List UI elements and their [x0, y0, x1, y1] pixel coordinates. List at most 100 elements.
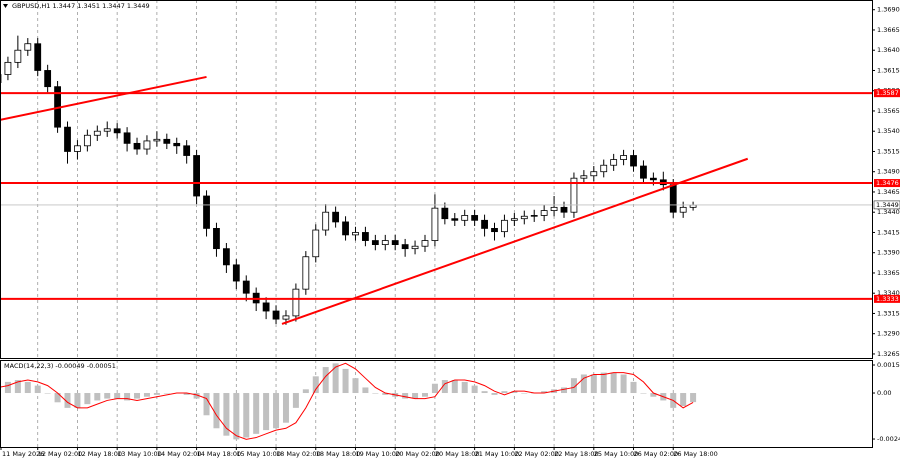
candle-body — [580, 175, 588, 179]
candle-body — [342, 221, 349, 236]
macd-histogram-bar — [312, 376, 319, 394]
candle-body — [640, 165, 647, 179]
candle-body — [362, 232, 369, 241]
y-tick-label: 0.00151 — [877, 361, 900, 369]
candle-body — [451, 218, 459, 221]
candle-body — [183, 145, 191, 156]
macd-histogram-bar — [431, 383, 438, 394]
y-tick-label: 1.3290 — [877, 330, 900, 338]
macd-histogram-bar — [630, 381, 637, 394]
candle-body — [74, 145, 81, 152]
y-tick-label: 1.3265 — [877, 350, 900, 358]
macd-histogram-bar — [332, 363, 339, 394]
candle-body — [213, 228, 220, 250]
macd-histogram-bar — [362, 387, 369, 394]
candle-body — [481, 219, 488, 229]
macd-histogram-bar — [263, 393, 270, 431]
candle-body — [302, 256, 310, 290]
candle-body — [421, 240, 429, 247]
macd-histogram-bar — [243, 393, 250, 438]
macd-pane — [0, 362, 697, 440]
y-tick-label: 1.3565 — [877, 107, 900, 115]
macd-histogram-bar — [541, 391, 548, 394]
macd-histogram-bar — [570, 378, 577, 394]
candle-body — [371, 240, 379, 246]
candle-body — [510, 218, 518, 221]
candle-body — [4, 61, 12, 75]
candle-body — [520, 215, 528, 220]
menu-arrow — [3, 4, 8, 8]
candle-body — [669, 184, 677, 213]
macd-histogram-bar — [402, 393, 409, 399]
candle-body — [173, 142, 181, 147]
macd-histogram-bar — [54, 393, 61, 403]
macd-histogram-bar — [471, 385, 478, 394]
macd-histogram-bar — [561, 387, 568, 394]
macd-histogram-bar — [282, 393, 289, 423]
candle-body — [143, 140, 151, 150]
x-tick-label: 12 May 18:00 — [77, 450, 122, 458]
macd-histogram-bar — [143, 393, 150, 397]
macd-histogram-bar — [104, 393, 111, 399]
macd-histogram-bar — [14, 380, 21, 394]
macd-histogram-bar — [680, 393, 687, 407]
macd-histogram-bar — [412, 393, 419, 399]
macd-histogram-bar — [600, 372, 607, 394]
y-tick-label: 1.3640 — [877, 46, 900, 54]
macd-histogram-bar — [461, 381, 468, 394]
x-tick-label: 18 May 18:00 — [316, 450, 361, 458]
macd-title: MACD(14,22,3) -0.00049 -0.00051 — [4, 362, 116, 370]
candle-body — [193, 155, 201, 197]
y-tick-label: 1.3615 — [877, 66, 900, 74]
macd-histogram-bar — [292, 393, 299, 408]
candle-body — [491, 228, 498, 233]
candle-body — [501, 219, 508, 233]
x-tick-label: 19 May 10:00 — [355, 450, 400, 458]
macd-histogram-bar — [590, 374, 597, 394]
candle-body — [649, 177, 657, 181]
level-label-box — [874, 179, 900, 188]
macd-histogram-bar — [114, 393, 121, 399]
last-price-label: 1.3449 — [876, 201, 899, 209]
x-tick-label: 15 May 10:00 — [236, 450, 281, 458]
macd-histogram-bar — [233, 393, 240, 440]
macd-histogram-bar — [273, 393, 280, 429]
x-tick-label: 26 May 02:00 — [634, 450, 679, 458]
y-tick-label: 1.3490 — [877, 168, 900, 176]
macd-histogram-bar — [481, 391, 488, 394]
x-tick-label: 14 May 02:00 — [157, 450, 202, 458]
candle-body — [401, 244, 409, 250]
candle-body — [630, 155, 637, 167]
macd-histogram-bar — [322, 367, 329, 394]
trend-line — [0, 75, 207, 121]
macd-histogram-bar — [183, 393, 190, 395]
trend-line — [281, 157, 749, 325]
y-tick-label: 1.3665 — [877, 26, 900, 34]
x-tick-label: 22 May 18:00 — [554, 450, 599, 458]
candle-body — [332, 211, 340, 223]
candle-body — [352, 232, 359, 236]
macd-histogram-bar — [580, 374, 587, 394]
candle-body — [133, 142, 141, 150]
candle-body — [34, 43, 42, 71]
level-label-box — [874, 294, 900, 303]
y-tick-label: 1.3315 — [877, 309, 900, 317]
x-tick-label: 26 May 18:00 — [673, 450, 718, 458]
candle-body — [14, 49, 22, 63]
macd-histogram-bar — [501, 391, 508, 394]
y-tick-label: 1.3515 — [877, 147, 900, 155]
candle-body — [471, 215, 479, 221]
candle-body — [93, 130, 101, 136]
y-tick-label: -0.00248 — [877, 435, 900, 443]
macd-histogram-bar — [253, 393, 260, 434]
macd-histogram-bar — [441, 380, 448, 394]
candle-body — [431, 207, 439, 241]
candle-body — [560, 206, 568, 213]
macd-histogram-bar — [4, 381, 11, 394]
level-label: 1.3476 — [876, 179, 899, 187]
y-tick-label: 1.3690 — [877, 6, 900, 14]
candle-body — [679, 206, 687, 213]
candle-body — [282, 315, 290, 320]
x-tick-label: 11 May 2026 — [2, 450, 44, 458]
